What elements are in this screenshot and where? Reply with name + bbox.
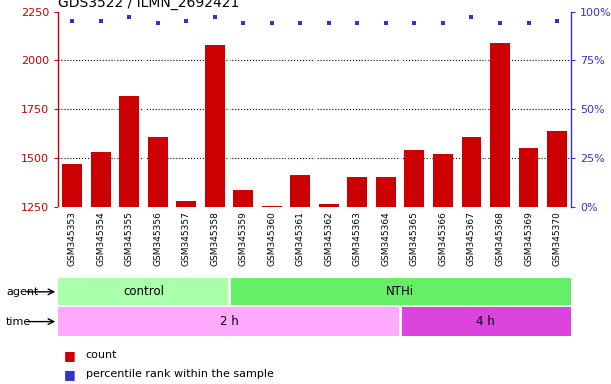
Point <box>552 18 562 25</box>
Text: ■: ■ <box>64 368 76 381</box>
Point <box>467 14 477 20</box>
Text: 4 h: 4 h <box>477 315 495 328</box>
Bar <box>58 278 229 305</box>
Text: GSM345356: GSM345356 <box>153 211 163 266</box>
Bar <box>547 131 567 207</box>
Bar <box>205 45 225 207</box>
Bar <box>319 204 339 207</box>
Bar <box>290 175 310 207</box>
Point <box>238 20 248 26</box>
Point <box>153 20 163 26</box>
Bar <box>177 200 196 207</box>
Point <box>210 14 220 20</box>
Text: GSM345362: GSM345362 <box>324 211 334 266</box>
Bar <box>433 154 453 207</box>
Bar <box>119 96 139 207</box>
Text: GSM345369: GSM345369 <box>524 211 533 266</box>
Point <box>96 18 106 25</box>
Text: count: count <box>86 350 117 360</box>
Bar <box>376 177 396 207</box>
Text: 2 h: 2 h <box>220 315 238 328</box>
Text: GSM345360: GSM345360 <box>268 211 276 266</box>
Bar <box>233 190 254 207</box>
Text: GSM345361: GSM345361 <box>296 211 305 266</box>
Text: GDS3522 / ILMN_2692421: GDS3522 / ILMN_2692421 <box>58 0 240 10</box>
Bar <box>404 150 425 207</box>
Point <box>438 20 448 26</box>
Text: GSM345370: GSM345370 <box>552 211 562 266</box>
Text: GSM345357: GSM345357 <box>182 211 191 266</box>
Bar <box>490 43 510 207</box>
Point <box>324 20 334 26</box>
Bar <box>58 307 400 336</box>
Point <box>267 20 277 26</box>
Bar <box>461 137 481 207</box>
Text: time: time <box>6 316 31 327</box>
Text: agent: agent <box>6 287 38 297</box>
Bar <box>148 137 168 207</box>
Point <box>353 20 362 26</box>
Text: GSM345366: GSM345366 <box>439 211 447 266</box>
Text: ■: ■ <box>64 349 76 362</box>
Text: GSM345354: GSM345354 <box>97 211 105 266</box>
Bar <box>91 152 111 207</box>
Point <box>296 20 306 26</box>
Bar <box>400 307 571 336</box>
Point <box>495 20 505 26</box>
Bar <box>262 206 282 207</box>
Bar <box>519 147 538 207</box>
Text: GSM345363: GSM345363 <box>353 211 362 266</box>
Point <box>181 18 191 25</box>
Point <box>381 20 391 26</box>
Text: percentile rank within the sample: percentile rank within the sample <box>86 369 273 379</box>
Text: NTHi: NTHi <box>386 285 414 298</box>
Text: GSM345358: GSM345358 <box>210 211 219 266</box>
Text: GSM345368: GSM345368 <box>496 211 505 266</box>
Point <box>67 18 77 25</box>
Bar <box>62 164 82 207</box>
Text: GSM345367: GSM345367 <box>467 211 476 266</box>
Text: GSM345355: GSM345355 <box>125 211 134 266</box>
Text: GSM345359: GSM345359 <box>239 211 248 266</box>
Text: GSM345364: GSM345364 <box>381 211 390 266</box>
Text: GSM345365: GSM345365 <box>410 211 419 266</box>
Bar <box>348 177 367 207</box>
Point <box>409 20 419 26</box>
Bar <box>229 278 571 305</box>
Text: control: control <box>123 285 164 298</box>
Text: GSM345353: GSM345353 <box>68 211 77 266</box>
Point <box>524 20 533 26</box>
Point <box>125 14 134 20</box>
